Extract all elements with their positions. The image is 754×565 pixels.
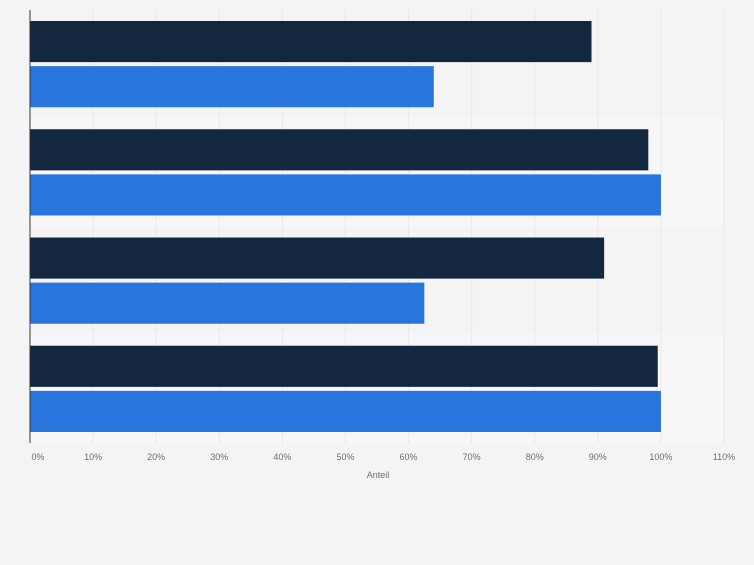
x-tick-labels: 0% 10% 20% 30% 40% 50% 60% 70% 80% 90% 100% 110%: [31, 452, 735, 462]
bar-s1-c3: [30, 390, 661, 432]
x-tick-1: 10%: [84, 452, 102, 462]
x-tick-6: 60%: [400, 452, 418, 462]
x-tick-0: 0%: [31, 452, 44, 462]
x-tick-7: 70%: [463, 452, 481, 462]
x-tick-2: 20%: [147, 452, 165, 462]
bar-s1-c1: [30, 174, 661, 216]
x-tick-11: 110%: [713, 452, 735, 462]
x-tick-8: 80%: [526, 452, 544, 462]
x-tick-3: 30%: [210, 452, 228, 462]
bar-s1-c0: [30, 66, 434, 108]
bar-s0-c1: [30, 129, 649, 171]
bars: [30, 21, 661, 432]
x-axis-label: Anteil: [367, 470, 390, 480]
bar-s1-c2: [30, 282, 425, 324]
x-tick-10: 100%: [649, 452, 672, 462]
x-tick-4: 40%: [273, 452, 291, 462]
bar-s0-c2: [30, 237, 605, 279]
x-tick-9: 90%: [589, 452, 607, 462]
bar-s0-c0: [30, 21, 592, 63]
bar-s0-c3: [30, 345, 658, 387]
x-tick-5: 50%: [336, 452, 354, 462]
